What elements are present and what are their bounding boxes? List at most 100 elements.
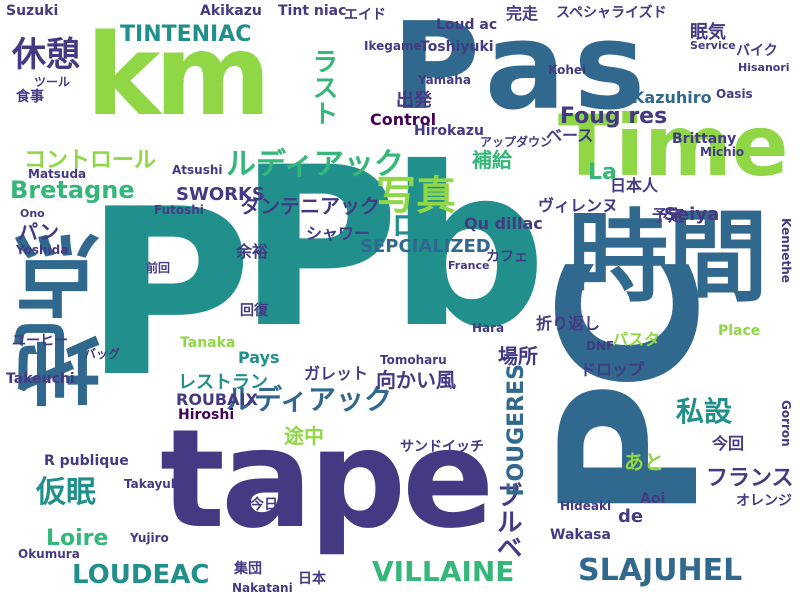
word-konkai: 今回 [712, 434, 745, 453]
word-mukaikaze: 向かい風 [376, 368, 456, 392]
word-nihon: 日本 [298, 571, 326, 587]
word-nihonjin: 日本人 [610, 176, 659, 195]
word-shuppatsu: 出発 [396, 90, 432, 111]
word-pan: パン [18, 220, 59, 244]
word-orikaeshi: 折り返し [536, 314, 601, 333]
word-kohei: Kohei [548, 63, 587, 77]
word-kazuhiro: Kazuhiro [632, 88, 712, 107]
word-dnf: DNF [586, 339, 615, 353]
word-atsushi: Atsushi [172, 163, 223, 177]
word-drop: ドロップ [580, 360, 645, 379]
word-kanso: 完走 [506, 4, 539, 23]
word-shisetsu: 私設 [676, 395, 733, 428]
word-france-jp: フランス [706, 466, 794, 491]
word-restaurant: レストラン [178, 372, 268, 393]
word-tomoharu: Tomoharu [380, 353, 447, 367]
word-futoshi: Futoshi [154, 203, 204, 217]
word-bretagne: Bretagne [10, 176, 135, 204]
word-kaifuku: 回復 [240, 303, 268, 319]
word-hideaki: Hideaki [560, 499, 612, 513]
word-seiya: Seiya [664, 204, 720, 225]
word-control: Control [370, 110, 437, 129]
word-matsuda: Matsuda [28, 167, 87, 181]
word-yotei: 予定 [652, 206, 685, 225]
word-takayuki: Takayuki [124, 477, 183, 491]
word-shokuji: 食事 [16, 89, 44, 105]
word-specialized-jp: スペシャライズド [556, 5, 667, 21]
word-takeuchi: Takeuchi [6, 371, 75, 387]
word-roubaix: ROUBAIX [176, 390, 258, 409]
word-slajuhel: SLAJUHEL [578, 553, 743, 588]
word-ono: Ono [20, 207, 45, 220]
word-yamaha: Yamaha [418, 73, 471, 87]
word-orange: オレンジ [736, 493, 792, 509]
word-loire: Loire [46, 526, 109, 551]
word-loudeac: LOUDEAC [72, 560, 210, 590]
word-control-jp: コントロール [24, 148, 157, 173]
word-place: Place [718, 323, 761, 339]
word-cafe: カフェ [486, 249, 528, 265]
word-tape: tape [160, 401, 494, 559]
word-quedillac: Qu dillac [464, 214, 543, 233]
word-tinteniac: TINTENIAC [120, 22, 252, 47]
word-yoshida: Yoshida [16, 243, 69, 257]
word-galette: ガレット [304, 364, 369, 383]
word-kennethe: Kennethe [779, 218, 793, 283]
word-service: Service [690, 39, 736, 52]
word-okumura: Okumura [18, 547, 80, 561]
word-shudan: 集団 [234, 561, 262, 577]
word-sandwich: サンドイッチ [400, 439, 484, 455]
word-rudiac: ルディアック [226, 147, 404, 182]
word-hirokazu: Hirokazu [414, 123, 484, 139]
word-tochu: 途中 [284, 424, 324, 448]
word-base: ベース [546, 126, 594, 145]
word-michio: Michio [700, 145, 745, 159]
word-tanteniac: タンテニアック [240, 194, 380, 218]
word-kyukei: 休憩 [12, 35, 80, 75]
word-yoyu: 余裕 [236, 242, 269, 261]
word-km: km [86, 11, 271, 141]
word-fougres: Foug res [560, 104, 668, 129]
word-villaine: VILLAINE [372, 555, 515, 588]
word-basho: 場所 [498, 344, 538, 368]
word-updown: アップダウン [480, 135, 553, 149]
word-bike: バイク [736, 43, 778, 59]
word-kamin: 仮眠 [36, 475, 96, 510]
word-bag: バッグ [84, 347, 121, 361]
word-pasta: パスタ [612, 330, 661, 349]
word-pays: Pays [238, 348, 280, 367]
word-time: Time [558, 97, 789, 195]
word-p: P [84, 161, 253, 428]
word-last: ラスト [308, 48, 338, 126]
word-shower: シャワー [306, 224, 371, 243]
word-zenkai: 前回 [146, 261, 171, 275]
word-aoi: Aoi [640, 491, 666, 507]
word-kyou: 今日 [250, 497, 278, 513]
word-tint-niac: Tint niac [278, 3, 347, 19]
word-hisanori: Hisanori [738, 61, 790, 74]
word-specialized: SEPCIALIZED [360, 236, 491, 257]
word-nakatani: Nakatani [232, 581, 293, 595]
word-sworks: SWORKS [176, 184, 265, 205]
word-aid: エイド [344, 7, 386, 23]
word-ato: あと [624, 450, 664, 474]
word-kiro: キロ [364, 209, 421, 242]
word-nemuke: 眠気 [690, 22, 726, 43]
word-la: La [588, 160, 617, 185]
word-loud-ac: Loud ac [436, 17, 498, 33]
word-tanaka: Tanaka [180, 335, 236, 351]
word-suzuki: Suzuki [6, 3, 59, 19]
word-tool: ツール [34, 75, 71, 89]
word-de: de [618, 506, 644, 527]
word-akikazu: Akikazu [200, 3, 262, 19]
word-fougeres: FOUGERES [504, 364, 529, 497]
word-wakasa: Wakasa [550, 527, 611, 543]
word-hara: Hara [472, 321, 505, 335]
word-brevet: ブルベ [492, 482, 522, 560]
word-jikan: 時間 [568, 199, 768, 316]
word-hiroshi: Hiroshi [178, 407, 235, 423]
word-villenne: ヴィレンヌ [538, 196, 619, 215]
word-pb: Pb [238, 120, 547, 376]
word-hokyu: 補給 [472, 148, 512, 172]
